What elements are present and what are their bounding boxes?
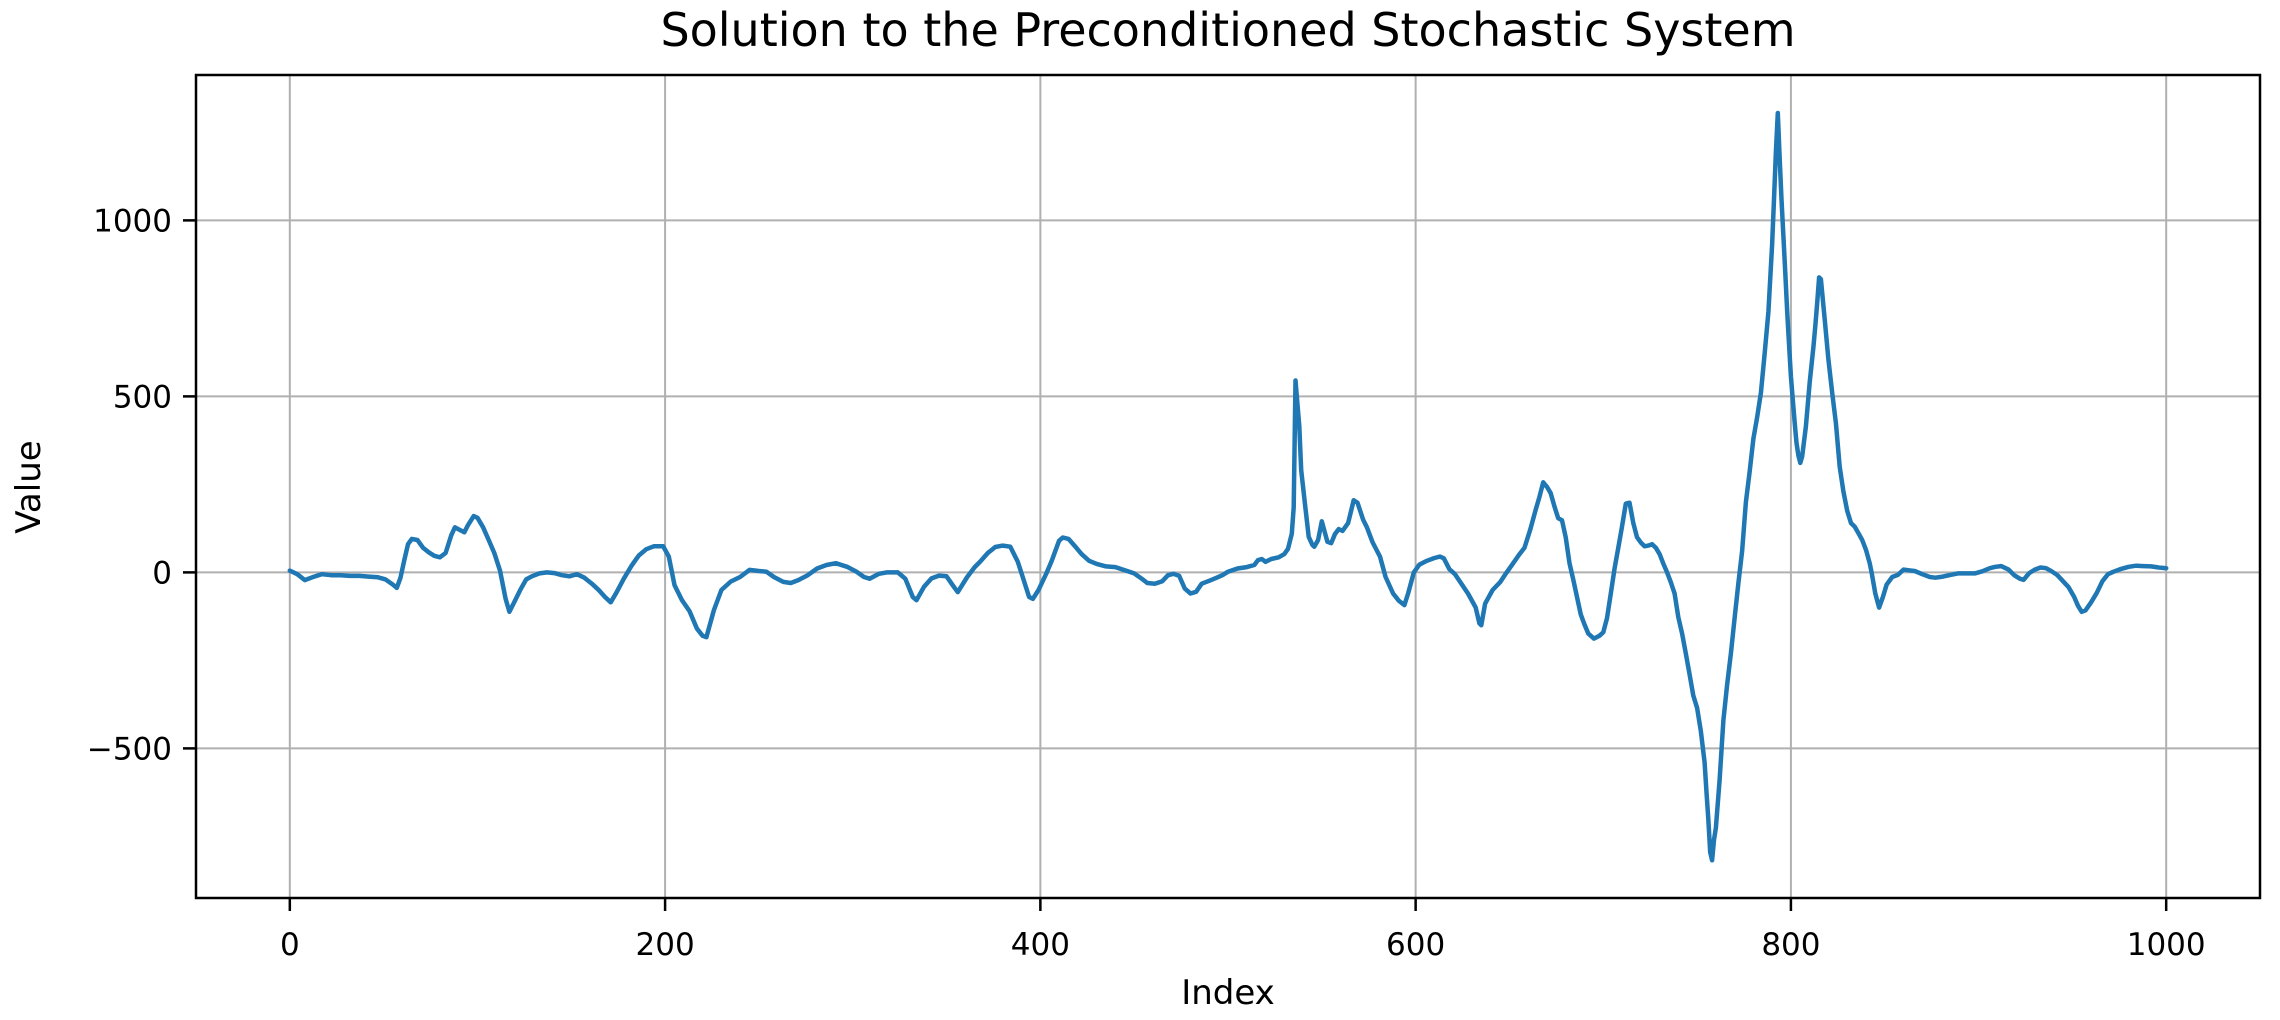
- y-tick-label: 0: [152, 555, 172, 591]
- y-tick-label: 500: [113, 379, 172, 415]
- x-tick-label: 400: [1011, 927, 1070, 963]
- x-tick-label: 0: [280, 927, 300, 963]
- y-tick-label: −500: [87, 731, 172, 767]
- y-axis-label: Value: [9, 440, 49, 533]
- chart-title: Solution to the Preconditioned Stochasti…: [660, 3, 1795, 57]
- plot-border: [194, 73, 2262, 900]
- x-tick-label: 800: [1761, 927, 1820, 963]
- x-tick-label: 1000: [2127, 927, 2206, 963]
- x-tick-label: 600: [1386, 927, 1445, 963]
- grid-layer: [196, 75, 2260, 898]
- x-axis-label: Index: [1181, 973, 1275, 1013]
- y-tick-label: 1000: [93, 203, 172, 239]
- data-line: [287, 110, 2169, 863]
- x-tick-label: 200: [636, 927, 695, 963]
- tick-layer: [183, 219, 2168, 911]
- tick-label-layer: 0 200 400 600 800 1000 −500 0 500 1000: [87, 203, 2206, 963]
